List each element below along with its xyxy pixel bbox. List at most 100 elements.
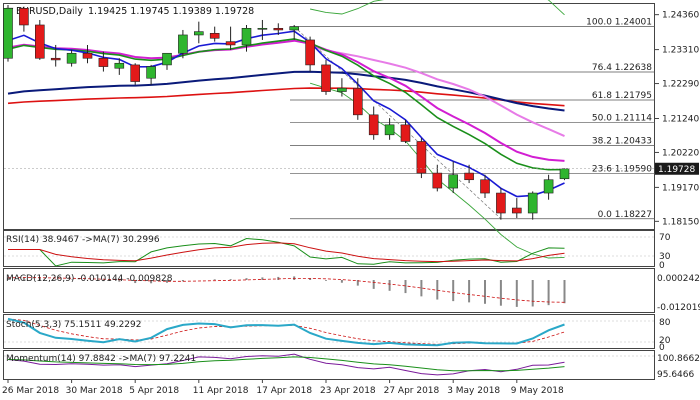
date-label: 27 Apr 2018 <box>384 386 440 396</box>
price-axis-label: 1.24360 <box>662 11 699 21</box>
candle-bull <box>289 26 300 31</box>
momentum-tick-top: 100.8662 <box>657 354 700 364</box>
candle-bear <box>305 39 315 66</box>
candle-bear <box>400 124 411 142</box>
ma-green <box>7 38 565 171</box>
candle-bear <box>511 207 522 214</box>
price-tag-text: 1.19728 <box>658 165 695 175</box>
rsi-ma-line <box>8 242 565 263</box>
momentum-ma-line <box>7 356 565 372</box>
rsi-panel: RSI(14) 38.9467 ->MA(7) 30.2996 70 30 0 <box>4 233 671 271</box>
ma-pink <box>309 45 565 138</box>
date-axis: 26 Mar 2018 30 Mar 2018 5 Apr 2018 11 Apr 2… <box>2 380 564 396</box>
bollinger-upper <box>310 0 565 16</box>
ma-navy <box>7 70 565 112</box>
stoch-panel-frame <box>3 314 655 349</box>
candle-bull <box>384 124 395 136</box>
price-axis-label: 1.20220 <box>662 148 699 158</box>
chart-header: ▼ EURUSD,Daily 1.19425 1.19745 1.19389 1… <box>6 6 254 17</box>
date-label: 30 Mar 2018 <box>66 386 123 396</box>
date-label: 3 May 2018 <box>447 386 500 396</box>
macd-tick-top: 0.000242 <box>657 274 700 284</box>
macd-panel: MACD(12,26,9) -0.010144 -0.009828 0.0002… <box>6 274 700 313</box>
ma-red <box>7 87 565 107</box>
candle-bull <box>146 66 156 79</box>
price-axis-label: 1.18150 <box>662 217 699 227</box>
candle-bull <box>543 179 554 194</box>
candle-bull <box>114 62 125 69</box>
candle-bull <box>257 27 268 30</box>
fib-label: 61.8 1.21795 <box>592 91 652 101</box>
price-axis-label: 1.19170 <box>662 183 699 193</box>
rsi-line <box>8 237 565 267</box>
rsi-label: RSI(14) 38.9467 ->MA(7) 30.2996 <box>6 235 160 245</box>
fib-label: 0.0 1.18227 <box>598 210 652 220</box>
candle-bear <box>464 172 474 181</box>
fib-label: 23.6 1.19590 <box>592 164 652 174</box>
stoch-panel: Stoch(5,3,3) 75.1511 49.2292 80 20 0 <box>4 317 671 353</box>
candle-bear <box>368 114 379 136</box>
candle-bear <box>480 179 490 194</box>
candle-bear <box>496 192 506 214</box>
candle-bear <box>82 52 93 59</box>
candle-bull <box>527 192 538 214</box>
ma-blue <box>7 30 565 198</box>
date-label: 11 Apr 2018 <box>193 386 249 396</box>
candle-bull <box>241 27 252 46</box>
candle-bear <box>225 41 236 46</box>
macd-tick-bottom: -0.012019 <box>657 303 700 313</box>
fib-label: 50.0 1.21114 <box>592 114 652 124</box>
candle-bear <box>19 8 29 26</box>
candle-bear <box>432 172 443 189</box>
ma-magenta <box>7 39 565 162</box>
candle-bull <box>559 168 570 180</box>
fib-label: 100.0 1.24001 <box>586 18 652 28</box>
date-label: 17 Apr 2018 <box>256 386 312 396</box>
candle-bull <box>178 34 188 54</box>
moving-averages <box>7 0 565 259</box>
price-tag-box <box>655 162 699 175</box>
macd-signal-line <box>7 277 565 303</box>
rsi-tick-0: 0 <box>659 261 665 271</box>
fib-label: 76.4 1.22638 <box>592 63 652 73</box>
stoch-main-line <box>7 317 565 347</box>
candle-bear <box>209 32 220 39</box>
fib-trend-line <box>293 26 502 220</box>
candle-bear <box>416 141 427 174</box>
stoch-tick-80: 80 <box>659 318 671 328</box>
candle-bear <box>352 87 363 116</box>
candle-bull <box>162 52 172 66</box>
macd-histogram <box>7 276 566 307</box>
date-label: 23 Apr 2018 <box>320 386 376 396</box>
candle-bear <box>50 57 61 61</box>
current-price-tag: 1.19728 <box>4 162 699 175</box>
rsi-panel-frame <box>3 230 655 267</box>
candle-bear <box>273 27 284 31</box>
price-axis-label: 1.22290 <box>662 80 699 90</box>
price-panel-frame <box>3 3 655 230</box>
date-label: 9 May 2018 <box>511 386 564 396</box>
rsi-tick-70: 70 <box>659 233 671 243</box>
price-axis-label: 1.23310 <box>662 46 699 56</box>
stoch-label: Stoch(5,3,3) 75.1511 49.2292 <box>6 320 141 330</box>
ohlc-label: 1.19425 1.19745 1.19389 1.19728 <box>88 6 254 17</box>
panel-frames <box>3 3 655 380</box>
candle-bull <box>194 31 204 36</box>
price-axis: 1.24360 1.23310 1.22290 1.21240 1.20220 1.191… <box>655 11 699 227</box>
momentum-label: Momentum(14) 97.8842 ->MA(7) 97.2241 <box>6 354 196 364</box>
price-axis-label: 1.21240 <box>662 114 699 124</box>
stoch-tick-0: 0 <box>659 343 665 353</box>
candle-bear <box>130 64 140 82</box>
momentum-panel: Momentum(14) 97.8842 ->MA(7) 97.2241 100… <box>4 353 700 380</box>
candle-bear <box>98 57 109 67</box>
candle-bear <box>321 64 331 92</box>
candle-bull <box>3 8 13 59</box>
fib-label: 38.2 1.20433 <box>592 136 652 146</box>
candlesticks <box>3 5 570 220</box>
candle-bull <box>448 174 459 189</box>
symbol-label: EURUSD,Daily <box>16 6 83 17</box>
candle-bear <box>34 24 45 59</box>
macd-label: MACD(12,26,9) -0.010144 -0.009828 <box>6 274 173 284</box>
stoch-tick-20: 20 <box>659 336 671 346</box>
